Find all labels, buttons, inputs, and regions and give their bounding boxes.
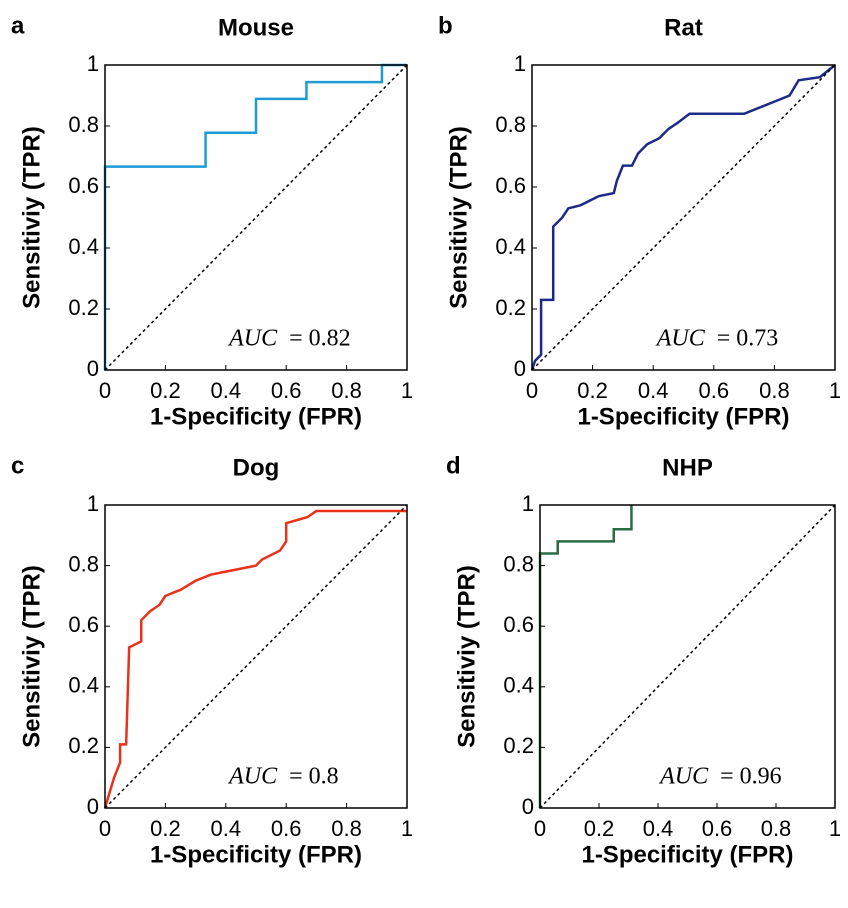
auc-label: AUC [227,326,278,352]
x-tick-label: 0.4 [643,816,674,841]
roc-curve [530,64,836,371]
y-tick-label: 0 [87,356,99,381]
y-axis-label: Sensitiviy (TPR) [445,126,472,309]
x-tick-label: 1 [829,378,841,403]
x-tick-label: 0.2 [584,816,615,841]
x-tick-label: 0.2 [150,816,181,841]
x-axis-label: 1-Specificity (FPR) [577,403,789,430]
y-tick-label: 0 [87,794,99,819]
y-axis-label: Sensitiviy (TPR) [18,126,45,309]
y-tick-label: 0 [522,794,534,819]
y-tick-label: 0.6 [68,173,99,198]
plot-frame [539,504,836,809]
x-tick-label: 0.4 [211,816,242,841]
y-tick-label: 0 [514,356,526,381]
y-tick-label: 1 [87,51,99,76]
auc-label: AUC [658,764,709,790]
x-tick-label: 0.6 [702,816,733,841]
x-axis-label: 1-Specificity (FPR) [150,403,362,430]
x-tick-label: 0.2 [150,378,181,403]
y-tick-label: 0.2 [68,295,99,320]
y-tick-label: 0.8 [68,112,99,137]
x-tick-label: 0.6 [271,816,302,841]
y-tick-label: 0.6 [503,612,534,637]
auc-value: = 0.82 [289,326,351,352]
y-tick-label: 0.8 [503,551,534,576]
roc-curve [103,63,407,370]
y-tick-label: 0.4 [68,234,99,259]
diagonal-line [531,64,836,371]
x-tick-label: 0 [99,378,111,403]
x-tick-label: 0.8 [761,816,792,841]
y-tick-label: 0.8 [68,551,99,576]
y-tick-label: 0.4 [495,234,526,259]
roc-curve [103,509,407,809]
chart-title: Dog [233,454,280,481]
roc-curve [538,505,633,808]
y-tick-label: 0.6 [495,173,526,198]
y-tick-label: 1 [514,51,526,76]
diagonal-line [104,504,408,809]
y-tick-label: 0.2 [503,733,534,758]
panel-label: d [446,452,461,479]
y-axis-label: Sensitiviy (TPR) [453,565,480,748]
plot-frame [104,64,408,371]
auc-label: AUC [227,764,278,790]
chart-title: Rat [664,14,703,41]
y-tick-label: 0.2 [68,733,99,758]
x-tick-label: 0.6 [271,378,302,403]
x-tick-label: 0.2 [577,378,608,403]
plot-frame [531,64,836,371]
diagonal-line [539,504,836,809]
x-tick-label: 1 [829,816,841,841]
chart-title: Mouse [218,14,294,41]
x-tick-label: 0 [534,816,546,841]
y-tick-label: 0.8 [495,112,526,137]
panel-label: b [438,12,453,39]
x-tick-label: 0.6 [699,378,730,403]
y-tick-label: 1 [522,491,534,516]
x-tick-label: 0.8 [331,816,362,841]
x-axis-label: 1-Specificity (FPR) [150,841,362,868]
auc-value: = 0.96 [720,764,782,790]
chart-title: NHP [662,454,713,481]
y-tick-label: 0.4 [503,673,534,698]
y-axis-label: Sensitiviy (TPR) [18,565,45,748]
auc-value: = 0.8 [289,764,339,790]
x-tick-label: 0.8 [759,378,790,403]
y-tick-label: 0.4 [68,673,99,698]
y-tick-label: 1 [87,491,99,516]
x-tick-label: 1 [401,816,413,841]
x-tick-label: 1 [401,378,413,403]
panel-label: c [11,452,24,479]
x-tick-label: 0 [99,816,111,841]
y-tick-label: 0.6 [68,612,99,637]
auc-label: AUC [655,326,706,352]
panel-label: a [11,12,25,39]
x-tick-label: 0.8 [331,378,362,403]
auc-value: = 0.73 [717,326,779,352]
x-tick-label: 0.4 [638,378,669,403]
x-tick-label: 0 [526,378,538,403]
x-axis-label: 1-Specificity (FPR) [581,841,793,868]
x-tick-label: 0.4 [211,378,242,403]
plot-frame [104,504,408,809]
y-tick-label: 0.2 [495,295,526,320]
